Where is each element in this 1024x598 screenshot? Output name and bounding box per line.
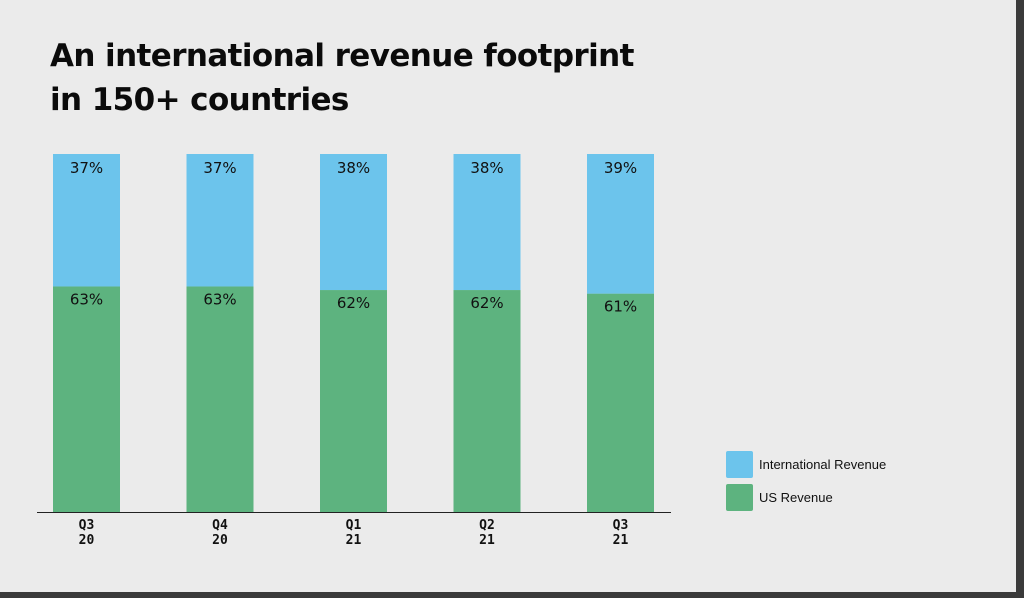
bar-us-revenue: [53, 286, 120, 512]
bar-us-revenue: [186, 286, 254, 512]
bar-international-revenue: [587, 154, 654, 294]
data-label-us: 62%: [337, 294, 370, 312]
x-tick-label: Q3 20: [79, 518, 95, 548]
bar-us-revenue: [587, 293, 654, 512]
page-title: An international revenue footprint in 15…: [50, 34, 634, 122]
data-label-international: 37%: [70, 159, 103, 177]
data-label-international: 38%: [337, 159, 370, 177]
data-label-international: 39%: [604, 159, 637, 177]
legend-item-international: International Revenue: [726, 450, 886, 478]
data-label-us: 63%: [70, 290, 103, 308]
data-label-us: 63%: [203, 290, 236, 308]
data-label-international: 38%: [470, 159, 503, 177]
bar-us-revenue: [453, 290, 521, 512]
title-line-1: An international revenue footprint: [50, 38, 634, 74]
x-tick-label: Q1 21: [346, 518, 362, 548]
data-label-international: 37%: [203, 159, 236, 177]
data-label-us: 61%: [604, 298, 637, 316]
bar-international-revenue: [186, 154, 254, 287]
x-tick-label: Q3 21: [613, 518, 629, 548]
legend-item-us: US Revenue: [726, 483, 886, 511]
legend-swatch-international: [726, 450, 753, 478]
bar-international-revenue: [53, 154, 120, 287]
legend-label-international: International Revenue: [759, 456, 887, 472]
x-tick-label: Q4 20: [212, 518, 228, 548]
data-label-us: 62%: [470, 294, 503, 312]
title-line-2: in 150+ countries: [50, 82, 349, 118]
x-tick-label: Q2 21: [479, 518, 495, 548]
bar-us-revenue: [320, 290, 387, 512]
legend-label-us: US Revenue: [759, 489, 833, 505]
legend: International Revenue US Revenue: [726, 450, 886, 516]
bar-international-revenue: [320, 154, 387, 291]
bar-international-revenue: [453, 154, 521, 291]
legend-swatch-us: [726, 483, 753, 511]
